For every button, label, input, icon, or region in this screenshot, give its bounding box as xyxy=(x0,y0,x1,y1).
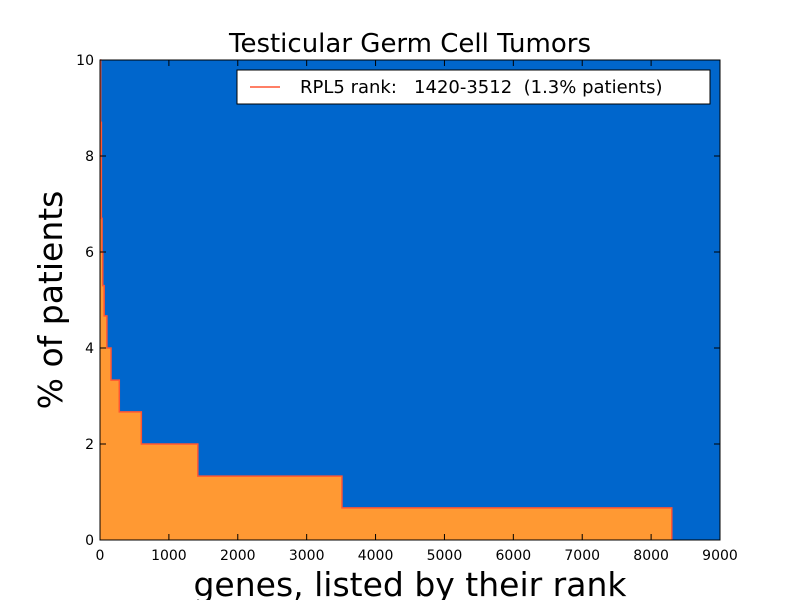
y-tick-label: 10 xyxy=(76,53,94,69)
y-axis-label: % of patients xyxy=(31,191,70,410)
y-axis-ticks: 0 2 4 6 8 10 xyxy=(76,53,720,549)
x-tick-label: 3000 xyxy=(289,548,325,564)
x-tick-label: 1000 xyxy=(151,548,187,564)
legend: RPL5 rank: 1420-3512 (1.3% patients) xyxy=(236,69,711,105)
y-tick-label: 2 xyxy=(85,437,94,453)
y-tick-label: 6 xyxy=(85,245,94,261)
plot-background xyxy=(100,60,720,540)
x-tick-label: 2000 xyxy=(220,548,256,564)
legend-box xyxy=(236,69,711,105)
y-tick-label: 8 xyxy=(85,149,94,165)
plot-frame xyxy=(99,59,721,541)
x-axis-label: genes, listed by their rank xyxy=(193,565,627,600)
chart-title: Testicular Germ Cell Tumors xyxy=(228,29,591,59)
x-tick-label: 4000 xyxy=(358,548,394,564)
x-tick-label: 7000 xyxy=(564,548,600,564)
x-axis-ticks: 0 1000 2000 3000 4000 5000 6000 7000 8000 9000 xyxy=(96,60,738,564)
y-tick-label: 0 xyxy=(85,533,94,549)
legend-label: RPL5 rank: 1420-3512 (1.3% patients) xyxy=(300,77,663,98)
data-area-fill xyxy=(100,60,672,540)
data-series-line xyxy=(99,59,673,540)
x-tick-label: 6000 xyxy=(496,548,532,564)
y-tick-label: 4 xyxy=(85,341,94,357)
x-tick-label: 0 xyxy=(96,548,105,564)
x-tick-label: 8000 xyxy=(633,548,669,564)
x-tick-label: 9000 xyxy=(702,548,738,564)
x-tick-label: 5000 xyxy=(427,548,463,564)
